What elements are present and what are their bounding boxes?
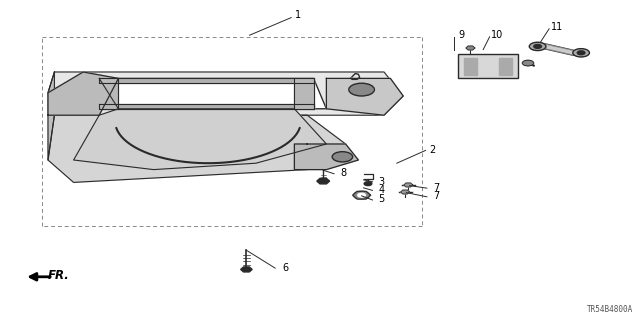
Text: 5: 5 [378,194,385,204]
Circle shape [333,152,351,161]
Circle shape [573,49,589,57]
Polygon shape [99,104,314,109]
Polygon shape [241,267,252,272]
Polygon shape [499,58,512,75]
Text: TR54B4800A: TR54B4800A [588,305,634,314]
Circle shape [350,84,373,95]
FancyBboxPatch shape [458,54,518,78]
Polygon shape [404,183,413,187]
Text: 9: 9 [458,29,465,40]
Text: 4: 4 [378,185,385,196]
Polygon shape [99,78,326,109]
Text: 8: 8 [340,168,346,179]
Polygon shape [48,72,403,115]
Polygon shape [294,78,314,109]
Text: 7: 7 [433,183,439,193]
Polygon shape [464,58,477,75]
Text: 6: 6 [282,263,289,273]
Text: 1: 1 [295,10,301,20]
Circle shape [364,182,372,186]
Polygon shape [326,78,403,115]
Polygon shape [99,78,118,109]
Polygon shape [401,190,410,194]
Polygon shape [99,78,314,83]
Polygon shape [48,115,346,182]
Circle shape [530,43,545,50]
Polygon shape [294,144,358,170]
Text: FR.: FR. [48,269,70,282]
Circle shape [523,60,533,66]
Polygon shape [48,72,118,115]
Circle shape [353,191,370,199]
Text: 11: 11 [551,22,564,32]
Polygon shape [466,46,475,50]
Circle shape [358,193,365,197]
Polygon shape [317,178,330,184]
Text: 2: 2 [429,145,436,155]
Circle shape [577,51,585,55]
Circle shape [534,44,541,48]
Text: 3: 3 [378,177,385,187]
Text: 7: 7 [433,191,439,202]
Polygon shape [48,72,54,160]
Text: 10: 10 [490,29,503,40]
Polygon shape [74,109,326,170]
